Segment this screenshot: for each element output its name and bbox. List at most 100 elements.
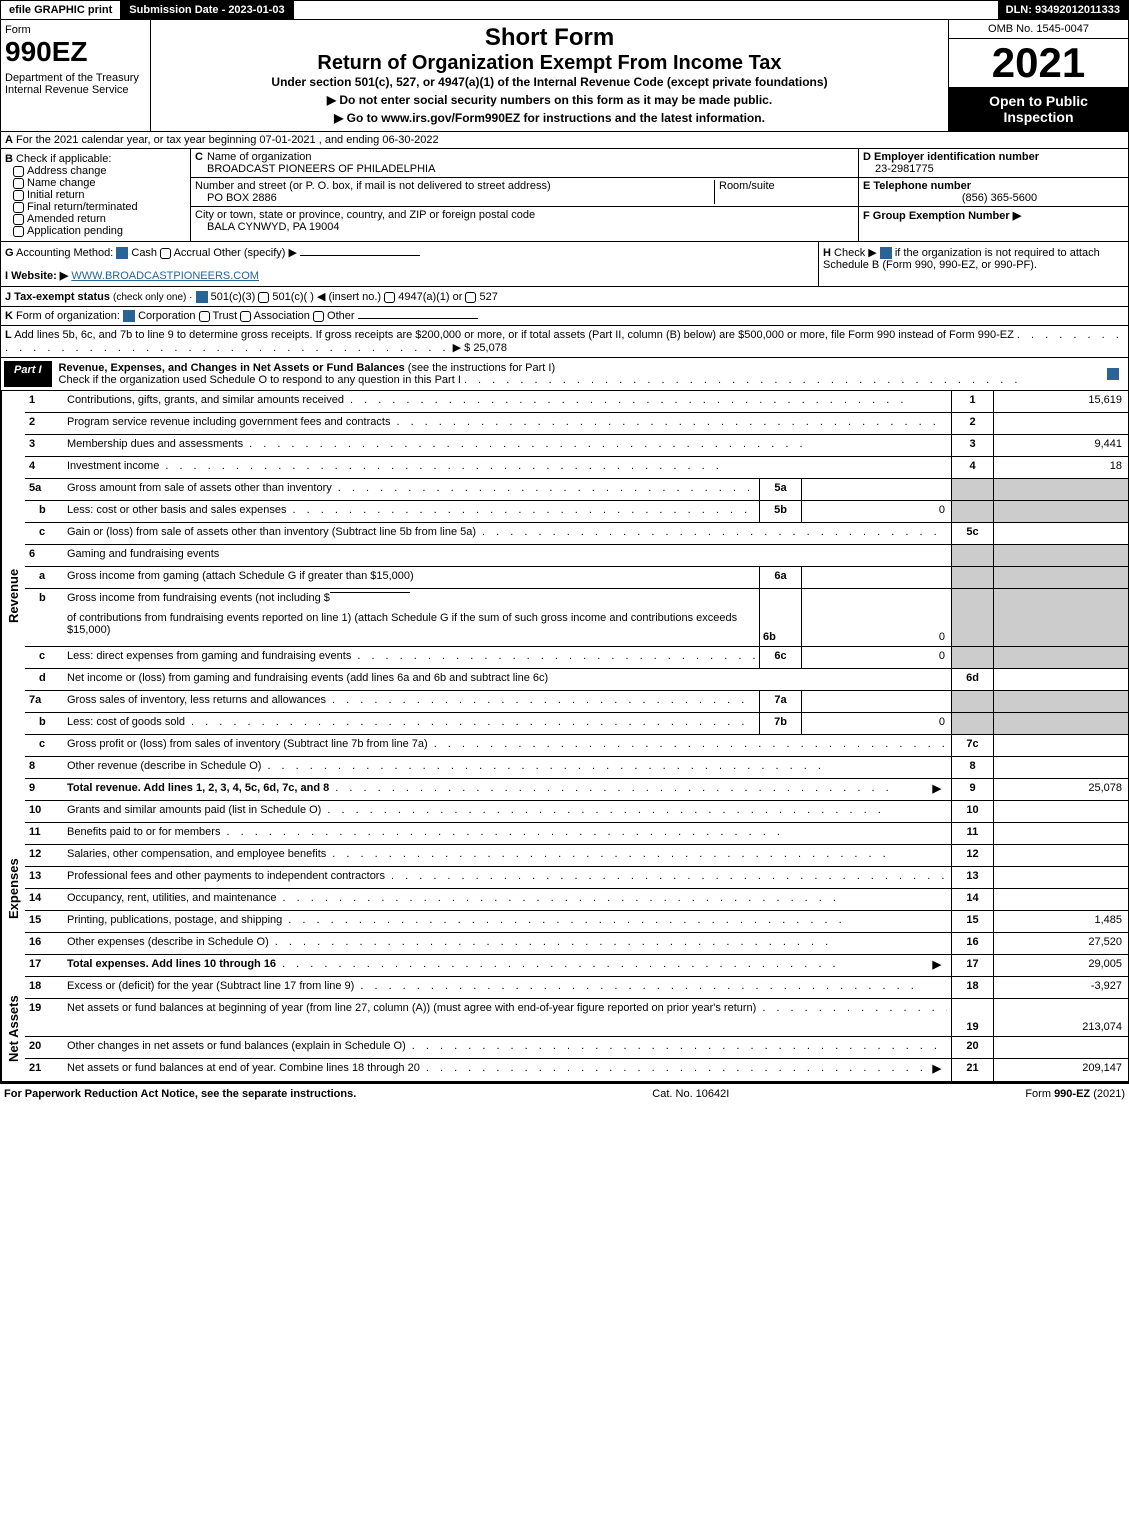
line-11: 11Benefits paid to or for members. . . .… <box>25 823 1128 845</box>
form-ref: Form 990-EZ (2021) <box>1025 1088 1125 1100</box>
opt-assoc: Association <box>254 310 310 322</box>
line-12: 12Salaries, other compensation, and empl… <box>25 845 1128 867</box>
line-5b: bLess: cost or other basis and sales exp… <box>25 501 1128 523</box>
chk-initial-return[interactable]: Initial return <box>5 189 186 201</box>
vtab-expenses: Expenses <box>1 801 25 977</box>
line-6: 6Gaming and fundraising events <box>25 545 1128 567</box>
chk-trust[interactable] <box>199 311 210 322</box>
department: Department of the Treasury Internal Reve… <box>5 72 146 96</box>
line-13: 13Professional fees and other payments t… <box>25 867 1128 889</box>
b-text: Check if applicable: <box>16 153 111 165</box>
city-lbl: City or town, state or province, country… <box>195 209 854 221</box>
form-number: 990EZ <box>5 36 146 68</box>
chk-name-change[interactable]: Name change <box>5 177 186 189</box>
paperwork-notice: For Paperwork Reduction Act Notice, see … <box>4 1088 356 1100</box>
room-suite: Room/suite <box>714 180 854 204</box>
city-val: BALA CYNWYD, PA 19004 <box>195 221 854 233</box>
chk-address-change[interactable]: Address change <box>5 165 186 177</box>
website-link[interactable]: WWW.BROADCASTPIONEERS.COM <box>71 270 259 282</box>
line-7b: bLess: cost of goods sold. . . . . . . .… <box>25 713 1128 735</box>
open-public: Open to Public Inspection <box>949 87 1128 131</box>
g-text: Accounting Method: <box>16 247 113 259</box>
line-16: 16Other expenses (describe in Schedule O… <box>25 933 1128 955</box>
section-a: A For the 2021 calendar year, or tax yea… <box>0 132 1129 149</box>
chk-other-org[interactable] <box>313 311 324 322</box>
label-e: E Telephone number <box>863 180 1124 192</box>
line-20: 20Other changes in net assets or fund ba… <box>25 1037 1128 1059</box>
section-j: J Tax-exempt status (check only one) · 5… <box>0 287 1129 307</box>
label-f: F Group Exemption Number ▶ <box>863 210 1021 222</box>
line-18: 18Excess or (deficit) for the year (Subt… <box>25 977 1128 999</box>
label-g: G <box>5 247 14 259</box>
line-10: 10Grants and similar amounts paid (list … <box>25 801 1128 823</box>
line-17: 17Total expenses. Add lines 10 through 1… <box>25 955 1128 977</box>
line-8: 8Other revenue (describe in Schedule O).… <box>25 757 1128 779</box>
chk-application-pending[interactable]: Application pending <box>5 225 186 237</box>
chk-cash[interactable] <box>116 247 128 259</box>
chk-final-return[interactable]: Final return/terminated <box>5 201 186 213</box>
tax-year: 2021 <box>949 39 1128 87</box>
part-1-header: Part I Revenue, Expenses, and Changes in… <box>0 358 1129 391</box>
section-gh: G Accounting Method: Cash Accrual Other … <box>0 242 1129 287</box>
line-5c: cGain or (loss) from sale of assets othe… <box>25 523 1128 545</box>
j-text: (check only one) · <box>113 292 192 303</box>
label-c: C <box>195 151 203 163</box>
opt-501c: 501(c)( ) ◀ (insert no.) <box>272 291 381 303</box>
line-4: 4Investment income. . . . . . . . . . . … <box>25 457 1128 479</box>
ssn-warning: ▶ Do not enter social security numbers o… <box>155 93 944 107</box>
chk-527[interactable] <box>465 292 476 303</box>
line-7a: 7aGross sales of inventory, less returns… <box>25 691 1128 713</box>
section-l: L Add lines 5b, 6c, and 7b to line 9 to … <box>0 326 1129 358</box>
label-k: K <box>5 310 13 322</box>
label-b: B <box>5 153 13 165</box>
net-assets-grid: Net Assets 18Excess or (deficit) for the… <box>0 977 1129 1082</box>
chk-amended-return[interactable]: Amended return <box>5 213 186 225</box>
form-word: Form <box>5 24 146 36</box>
opt-527: 527 <box>480 291 498 303</box>
chk-corp[interactable] <box>123 310 135 322</box>
under-section: Under section 501(c), 527, or 4947(a)(1)… <box>155 75 944 89</box>
efile-btn[interactable]: efile GRAPHIC print <box>1 1 121 19</box>
chk-501c3[interactable] <box>196 291 208 303</box>
top-bar: efile GRAPHIC print Submission Date - 20… <box>0 0 1129 20</box>
vtab-revenue: Revenue <box>1 391 25 801</box>
chk-assoc[interactable] <box>240 311 251 322</box>
line-3: 3Membership dues and assessments. . . . … <box>25 435 1128 457</box>
revenue-grid: Revenue 1Contributions, gifts, grants, a… <box>0 391 1129 801</box>
opt-501c3: 501(c)(3) <box>211 291 256 303</box>
part-1-dots: . . . . . . . . . . . . . . . . . . . . … <box>464 374 1021 386</box>
phone: (856) 365-5600 <box>863 192 1124 204</box>
line-15: 15Printing, publications, postage, and s… <box>25 911 1128 933</box>
opt-accrual: Accrual <box>174 247 211 259</box>
part-1-tag: Part I <box>4 361 52 387</box>
opt-cash: Cash <box>131 247 157 259</box>
line-5a: 5aGross amount from sale of assets other… <box>25 479 1128 501</box>
line-2: 2Program service revenue including gover… <box>25 413 1128 435</box>
chk-h[interactable] <box>880 247 892 259</box>
line-19: 19Net assets or fund balances at beginni… <box>25 999 1128 1037</box>
return-title: Return of Organization Exempt From Incom… <box>155 52 944 75</box>
c-name-lbl: Name of organization <box>207 151 312 163</box>
part-1-title: Revenue, Expenses, and Changes in Net As… <box>59 362 405 374</box>
line-6c: cLess: direct expenses from gaming and f… <box>25 647 1128 669</box>
street-val: PO BOX 2886 <box>195 192 714 204</box>
chk-4947[interactable] <box>384 292 395 303</box>
label-d: D Employer identification number <box>863 151 1124 163</box>
chk-501c[interactable] <box>258 292 269 303</box>
street-lbl: Number and street (or P. O. box, if mail… <box>195 180 714 192</box>
section-c: C Name of organization BROADCAST PIONEERS… <box>191 149 858 241</box>
opt-other: Other (specify) ▶ <box>213 247 297 259</box>
line-21: 21Net assets or fund balances at end of … <box>25 1059 1128 1081</box>
line-6d: dNet income or (loss) from gaming and fu… <box>25 669 1128 691</box>
vtab-net-assets: Net Assets <box>1 977 25 1081</box>
line-6b: bGross income from fundraising events (n… <box>25 589 1128 647</box>
k-text: Form of organization: <box>16 310 120 322</box>
goto-link[interactable]: ▶ Go to www.irs.gov/Form990EZ for instru… <box>155 111 944 125</box>
chk-schedule-o[interactable] <box>1107 368 1119 380</box>
org-name: BROADCAST PIONEERS OF PHILADELPHIA <box>195 163 854 175</box>
opt-4947: 4947(a)(1) or <box>398 291 462 303</box>
chk-accrual[interactable] <box>160 248 171 259</box>
l-text: Add lines 5b, 6c, and 7b to line 9 to de… <box>14 329 1014 341</box>
label-a: A <box>5 134 13 146</box>
entity-block: B Check if applicable: Address change Na… <box>0 149 1129 242</box>
